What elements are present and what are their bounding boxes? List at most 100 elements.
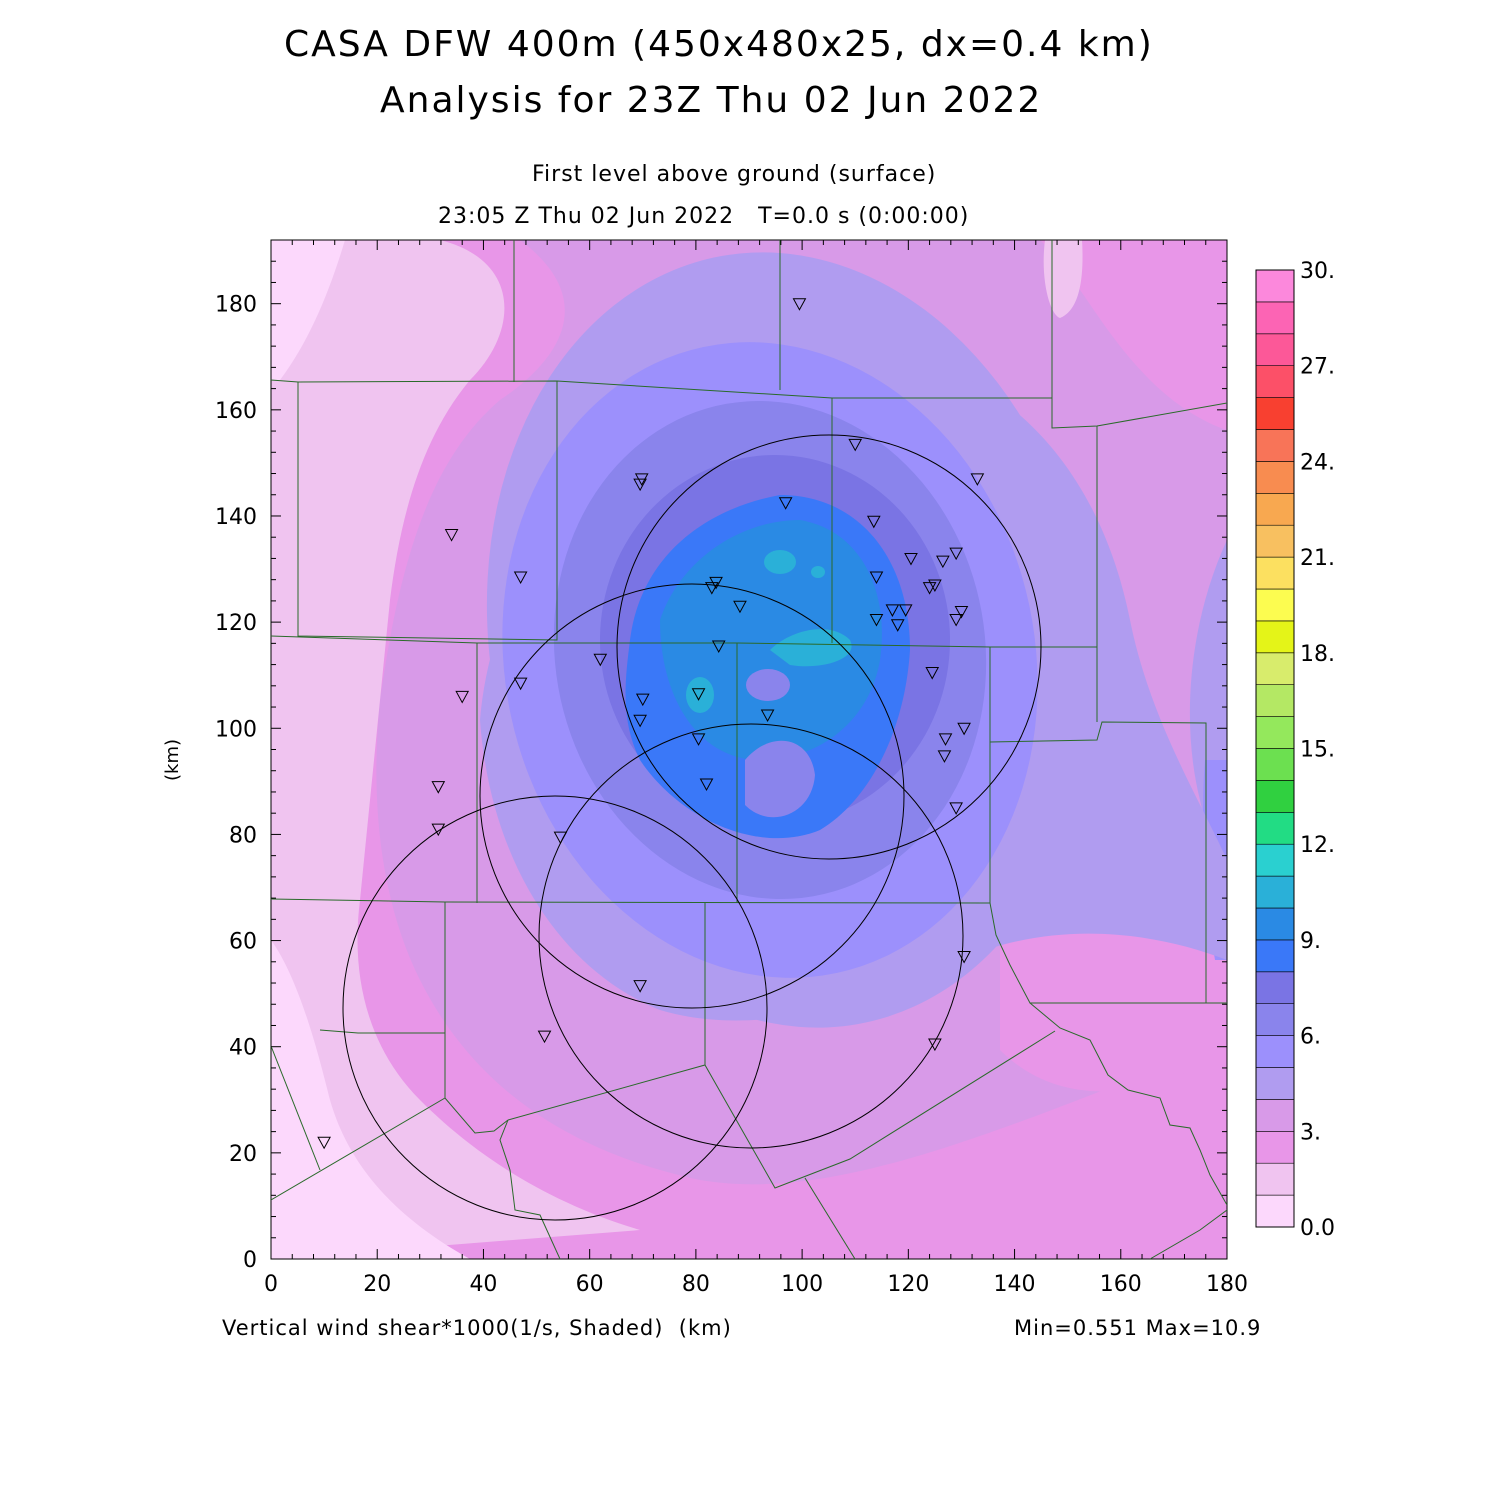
colorbar-swatch xyxy=(1255,333,1295,366)
x-tick-label: 160 xyxy=(1100,1272,1142,1297)
colorbar-swatch xyxy=(1255,429,1295,462)
x-tick-label: 0 xyxy=(264,1272,278,1297)
colorbar-label: 27. xyxy=(1300,355,1335,380)
station-marker-icon xyxy=(553,831,568,845)
y-axis-label: (km) xyxy=(162,739,183,781)
station-markers xyxy=(317,298,985,1150)
station-marker-icon xyxy=(733,600,747,614)
station-marker-icon xyxy=(691,733,706,746)
station-marker-icon xyxy=(866,515,881,529)
station-marker-icon xyxy=(431,781,446,794)
station-marker-icon xyxy=(848,438,863,452)
station-marker-icon xyxy=(890,619,905,632)
x-tick-label: 120 xyxy=(887,1272,929,1297)
station-marker-icon xyxy=(699,778,714,792)
station-marker-icon xyxy=(317,1136,331,1150)
colorbar-swatch xyxy=(1255,748,1295,781)
colorbar-swatch xyxy=(1255,397,1295,430)
colorbar-swatch xyxy=(1255,620,1295,654)
station-marker-icon xyxy=(937,750,952,763)
station-marker-icon xyxy=(928,579,942,593)
radar-range-ring xyxy=(616,434,1042,860)
y-tick-label: 0 xyxy=(243,1248,257,1273)
colorbar-swatch xyxy=(1255,939,1295,973)
x-tick-label: 60 xyxy=(576,1272,604,1297)
colorbar-swatch xyxy=(1255,875,1295,909)
y-tick-label: 20 xyxy=(229,1142,257,1167)
station-marker-icon xyxy=(898,604,913,617)
station-marker-icon xyxy=(922,582,937,595)
colorbar-swatch xyxy=(1255,492,1295,526)
axes: 0 20 40 60 80 100 120 140 160 180 0 20 40 60 80 100 120 1… xyxy=(215,240,1248,1297)
station-marker-icon xyxy=(633,478,647,492)
colorbar-swatch xyxy=(1255,588,1295,622)
colorbar-swatch xyxy=(1255,716,1295,749)
radar-range-ring xyxy=(479,583,905,1009)
station-marker-icon xyxy=(778,497,793,510)
chart-title-line2: Analysis for 23Z Thu 02 Jun 2022 xyxy=(380,80,1043,121)
colorbar-swatch xyxy=(1255,1099,1295,1132)
y-tick-label: 100 xyxy=(215,717,257,742)
colorbar-label: 30. xyxy=(1300,259,1335,284)
colorbar-frame xyxy=(1255,269,1295,1228)
colorbar-label: 9. xyxy=(1300,929,1321,954)
colorbar-swatch xyxy=(1255,811,1295,845)
station-marker-icon xyxy=(949,547,963,561)
colorbar-swatch xyxy=(1255,365,1295,398)
colorbar-label: 24. xyxy=(1300,450,1335,475)
county-boundaries xyxy=(271,240,1227,1259)
y-tick-label: 40 xyxy=(229,1036,257,1061)
station-marker-icon xyxy=(704,582,719,595)
station-marker-icon xyxy=(691,688,706,701)
x-tick-label: 20 xyxy=(363,1272,391,1297)
colorbar-swatch xyxy=(1255,780,1295,813)
colorbar-swatch xyxy=(1255,971,1295,1004)
colorbar-swatch xyxy=(1255,1162,1295,1196)
station-marker-icon xyxy=(957,722,971,736)
y-tick-label: 180 xyxy=(215,293,257,318)
station-marker-icon xyxy=(869,571,884,585)
colorbar-swatch xyxy=(1255,652,1295,685)
colorbar-swatch xyxy=(1255,301,1295,335)
station-marker-icon xyxy=(455,690,470,704)
station-marker-icon xyxy=(792,298,807,311)
radar-range-ring xyxy=(342,795,768,1221)
y-tick-label: 140 xyxy=(215,505,257,530)
station-marker-icon xyxy=(635,693,650,707)
station-marker-icon xyxy=(513,571,528,585)
colorbar-swatch xyxy=(1255,461,1295,494)
station-marker-icon xyxy=(904,552,918,566)
station-marker-icon xyxy=(970,473,985,486)
colorbar-swatch xyxy=(1255,684,1295,717)
colorbar-swatch xyxy=(1255,269,1295,303)
y-tick-label: 120 xyxy=(215,611,257,636)
station-marker-icon xyxy=(954,606,969,619)
colorbar-swatch xyxy=(1255,556,1295,590)
colorbar: 0.0 3. 6. 9. 12. 15. 18. 21. 24. 27. 30. xyxy=(1255,259,1335,1241)
x-tick-label: 80 xyxy=(682,1272,710,1297)
y-tick-label: 80 xyxy=(229,823,257,848)
station-marker-icon xyxy=(593,653,608,667)
y-tick-label: 60 xyxy=(229,930,257,955)
radar-range-rings xyxy=(342,434,1042,1221)
x-tick-label: 140 xyxy=(994,1272,1036,1297)
station-marker-icon xyxy=(760,709,775,723)
min-max-label: Min=0.551 Max=10.9 xyxy=(1014,1316,1262,1340)
colorbar-label: 18. xyxy=(1300,642,1335,667)
station-marker-icon xyxy=(938,733,953,746)
colorbar-label: 0.0 xyxy=(1300,1216,1335,1241)
x-tick-label: 40 xyxy=(469,1272,497,1297)
radar-range-ring xyxy=(538,723,964,1149)
station-marker-icon xyxy=(537,1030,552,1044)
colorbar-swatch xyxy=(1255,1067,1295,1100)
station-marker-icon xyxy=(949,802,963,815)
variable-label: Vertical wind shear*1000(1/s, Shaded) (k… xyxy=(222,1316,732,1340)
station-marker-icon xyxy=(633,714,647,728)
colorbar-swatch xyxy=(1255,1194,1295,1228)
station-marker-icon xyxy=(869,613,884,627)
station-marker-icon xyxy=(431,823,446,837)
colorbar-swatch xyxy=(1255,843,1295,877)
colorbar-label: 3. xyxy=(1300,1120,1321,1145)
station-marker-icon xyxy=(711,640,726,654)
